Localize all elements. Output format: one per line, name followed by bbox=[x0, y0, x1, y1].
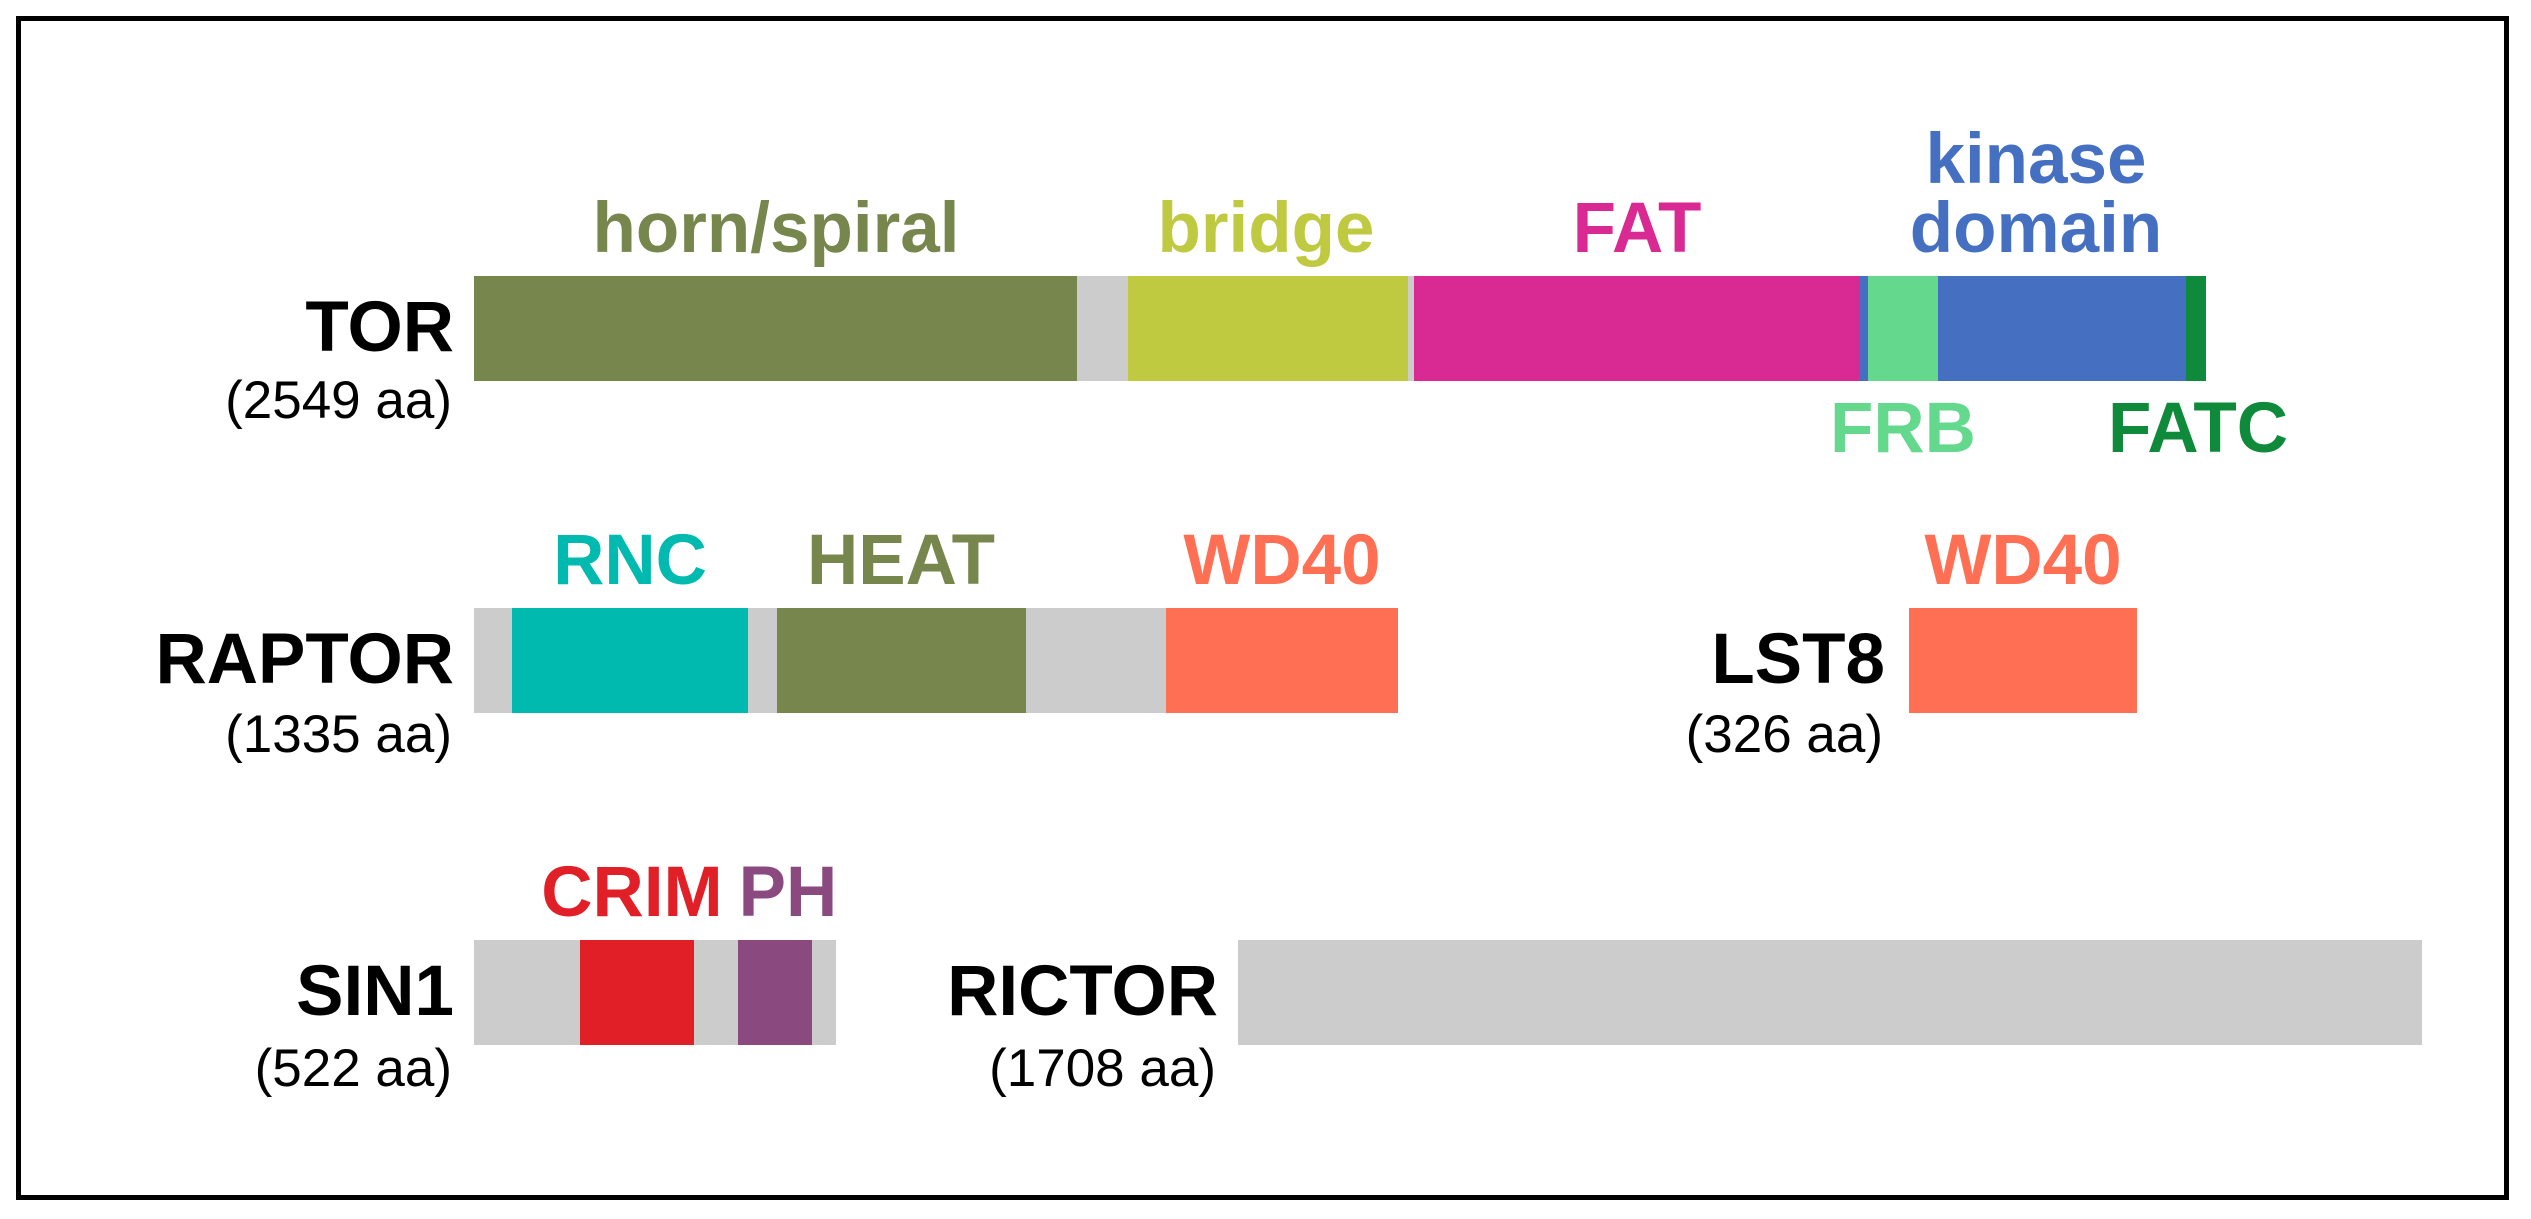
tor-bridge-domain bbox=[1128, 276, 1408, 381]
tor-fatc-label: FATC bbox=[2108, 389, 2288, 468]
raptor-rnc-label: RNC bbox=[553, 521, 707, 600]
lst8-name: LST8 bbox=[1711, 620, 1885, 699]
tor-kinase-domain bbox=[1938, 276, 2186, 381]
lst8-protein: LST8 (326 aa) WD40 bbox=[1686, 521, 2137, 764]
rictor-backbone bbox=[1238, 940, 2422, 1045]
lst8-wd40-domain bbox=[1909, 608, 2137, 713]
tor-name: TOR bbox=[305, 288, 454, 367]
tor-fatc-domain bbox=[2186, 276, 2206, 381]
tor-length: (2549 aa) bbox=[225, 371, 452, 430]
sin1-ph-label: PH bbox=[739, 853, 838, 932]
sin1-crim-domain bbox=[580, 940, 694, 1045]
rictor-length: (1708 aa) bbox=[989, 1039, 1216, 1098]
raptor-heat-label: HEAT bbox=[807, 521, 995, 600]
raptor-heat-domain bbox=[777, 608, 1026, 713]
rictor-name: RICTOR bbox=[947, 952, 1218, 1031]
raptor-name: RAPTOR bbox=[156, 620, 455, 699]
sin1-length: (522 aa) bbox=[255, 1039, 452, 1098]
rictor-protein: RICTOR (1708 aa) bbox=[947, 940, 2422, 1098]
tor-frb-domain bbox=[1868, 276, 1938, 381]
tor-fat-domain bbox=[1414, 276, 1860, 381]
tor-horn-spiral-label: horn/spiral bbox=[593, 189, 960, 268]
sin1-ph-domain bbox=[738, 940, 812, 1045]
raptor-wd40-domain bbox=[1166, 608, 1398, 713]
lst8-wd40-label: WD40 bbox=[1924, 521, 2121, 600]
sin1-crim-label: CRIM bbox=[541, 853, 722, 932]
lst8-length: (326 aa) bbox=[1686, 705, 1883, 764]
tor-protein: TOR (2549 aa) horn/spiral bridge FAT kin… bbox=[225, 120, 2288, 468]
raptor-length: (1335 aa) bbox=[225, 705, 452, 764]
tor-kinase-domain-left-part bbox=[1860, 276, 1868, 381]
sin1-name: SIN1 bbox=[296, 952, 454, 1031]
tor-fat-label: FAT bbox=[1573, 189, 1702, 268]
raptor-rnc-domain bbox=[512, 608, 748, 713]
tor-kinase-label-line2: domain bbox=[1910, 189, 2162, 268]
tor-frb-label: FRB bbox=[1830, 389, 1976, 468]
tor-horn-spiral-domain bbox=[474, 276, 1077, 381]
tor-kinase-label-line1: kinase bbox=[1925, 120, 2146, 199]
raptor-protein: RAPTOR (1335 aa) RNC HEAT WD40 bbox=[156, 521, 1398, 764]
sin1-protein: SIN1 (522 aa) CRIM PH bbox=[255, 853, 838, 1098]
raptor-wd40-label: WD40 bbox=[1183, 521, 1380, 600]
tor-bridge-label: bridge bbox=[1158, 189, 1375, 268]
